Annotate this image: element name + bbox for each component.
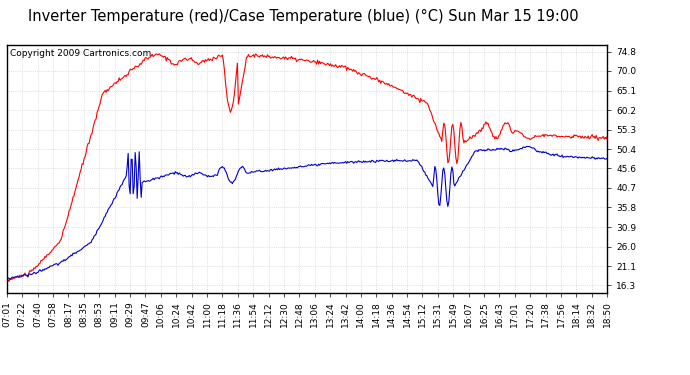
Text: Copyright 2009 Cartronics.com: Copyright 2009 Cartronics.com bbox=[10, 49, 151, 58]
Text: Inverter Temperature (red)/Case Temperature (blue) (°C) Sun Mar 15 19:00: Inverter Temperature (red)/Case Temperat… bbox=[28, 9, 579, 24]
